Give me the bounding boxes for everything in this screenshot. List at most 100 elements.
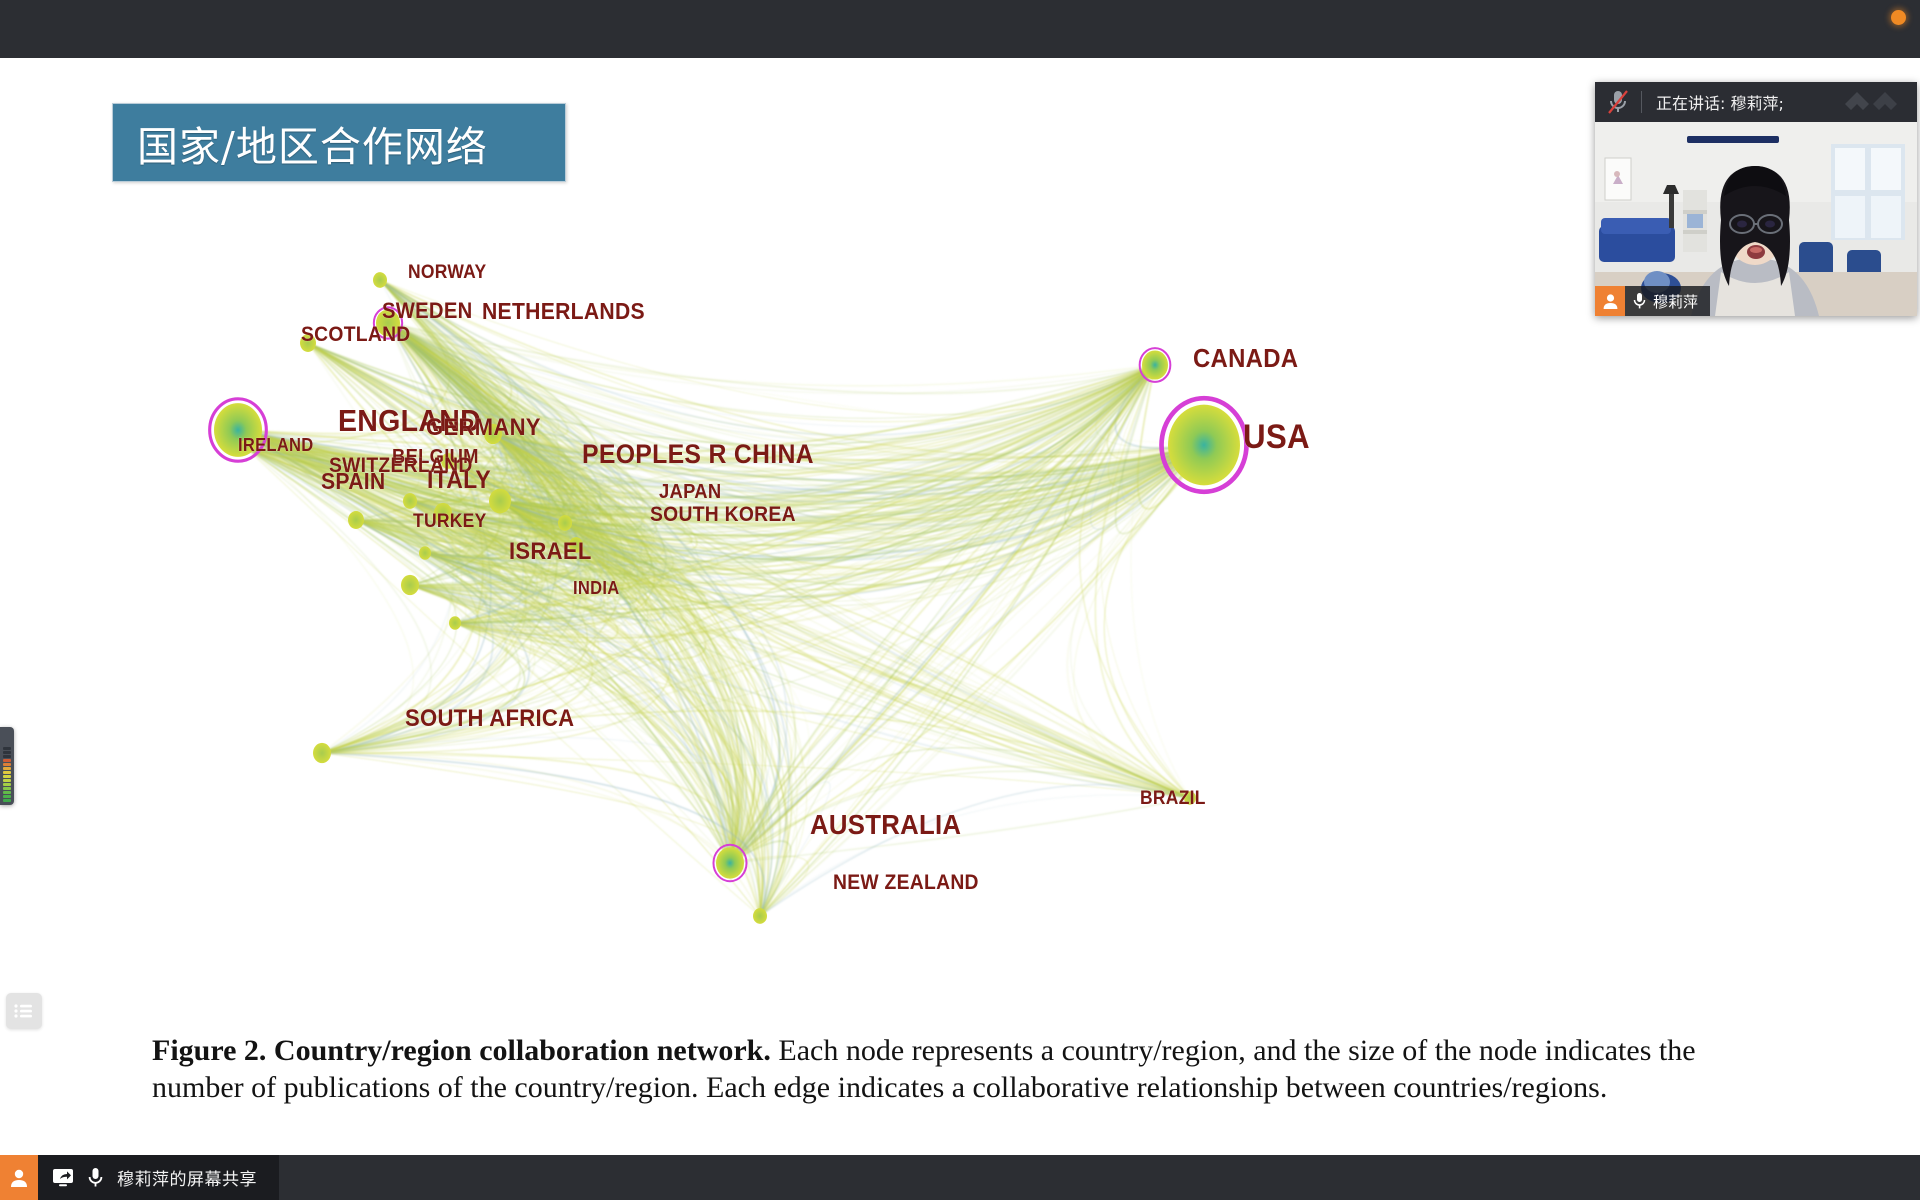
node-circle bbox=[401, 574, 419, 596]
network-node[interactable] bbox=[484, 423, 502, 445]
network-node[interactable] bbox=[403, 493, 417, 509]
node-circle bbox=[300, 334, 316, 352]
network-edge bbox=[729, 765, 1191, 864]
figure-caption: Figure 2. Country/region collaboration n… bbox=[152, 1033, 1752, 1106]
network-edge bbox=[244, 446, 731, 864]
network-edge bbox=[564, 522, 808, 917]
network-node[interactable] bbox=[239, 440, 251, 454]
network-edge bbox=[424, 364, 1156, 554]
microphone-muted-icon[interactable] bbox=[1595, 89, 1641, 115]
caption-body: Each node represents a country/region, a… bbox=[152, 1034, 1696, 1104]
network-edge bbox=[759, 364, 1156, 917]
network-edge bbox=[729, 840, 792, 917]
network-edge bbox=[321, 364, 1156, 754]
network-edge bbox=[1066, 444, 1205, 799]
network-node[interactable] bbox=[419, 546, 431, 560]
node-label: SWITZERLAND bbox=[329, 454, 473, 477]
network-edge bbox=[729, 747, 1191, 864]
network-node[interactable] bbox=[373, 272, 387, 288]
node-highlight-ring bbox=[208, 397, 268, 463]
network-edge bbox=[499, 444, 1205, 522]
network-node[interactable] bbox=[313, 742, 331, 764]
network-edge bbox=[409, 444, 1205, 586]
audio-meter-segment bbox=[3, 771, 11, 774]
network-edge bbox=[499, 364, 1156, 519]
person-glyph bbox=[11, 1169, 27, 1187]
list-icon-button[interactable] bbox=[6, 993, 42, 1029]
network-node[interactable] bbox=[558, 515, 572, 531]
network-edge bbox=[759, 794, 1191, 917]
network-edge bbox=[321, 364, 1156, 754]
network-node[interactable] bbox=[441, 453, 455, 469]
network-node[interactable] bbox=[489, 488, 511, 514]
network-node[interactable] bbox=[401, 574, 419, 596]
network-node[interactable] bbox=[300, 334, 316, 352]
network-edge bbox=[321, 752, 761, 917]
audio-meter-segment bbox=[3, 751, 11, 754]
network-edge bbox=[321, 364, 1156, 754]
microphone-glyph bbox=[1633, 293, 1646, 309]
network-edge bbox=[409, 500, 1191, 799]
node-circle bbox=[489, 488, 511, 514]
node-circle bbox=[484, 423, 502, 445]
node-label: AUSTRALIA bbox=[810, 809, 962, 840]
node-circle bbox=[569, 537, 583, 553]
network-edge bbox=[321, 752, 1191, 799]
network-edge bbox=[575, 544, 742, 864]
network-node[interactable] bbox=[1159, 395, 1249, 495]
network-edge bbox=[379, 279, 1205, 458]
network-node[interactable] bbox=[1138, 347, 1172, 383]
audio-meter-segment bbox=[3, 779, 11, 782]
node-circle bbox=[1168, 404, 1240, 486]
network-edge bbox=[454, 622, 1191, 799]
network-edge bbox=[1094, 364, 1191, 799]
network-edge bbox=[1130, 364, 1191, 799]
node-label: USA bbox=[1243, 418, 1310, 456]
network-edge bbox=[729, 797, 1191, 864]
node-circle bbox=[239, 440, 251, 454]
network-edge bbox=[321, 710, 1191, 799]
node-circle bbox=[376, 309, 400, 337]
participant-video-panel[interactable]: 正在讲话: 穆莉萍; bbox=[1595, 82, 1917, 316]
audio-meter-segment bbox=[3, 759, 11, 762]
network-node[interactable] bbox=[348, 511, 364, 529]
audio-meter-segment bbox=[3, 775, 11, 778]
network-edge bbox=[321, 364, 1156, 754]
node-highlight-ring bbox=[712, 843, 748, 883]
node-circle bbox=[403, 493, 417, 509]
network-node[interactable] bbox=[569, 537, 583, 553]
audio-meter-segment bbox=[3, 787, 11, 790]
network-node[interactable] bbox=[372, 306, 404, 340]
slide-title-banner: 国家/地区合作网络 bbox=[112, 103, 566, 182]
node-label: NETHERLANDS bbox=[482, 298, 645, 324]
node-circle bbox=[434, 502, 452, 524]
node-circle bbox=[419, 546, 431, 560]
network-edge bbox=[492, 364, 1156, 463]
network-node[interactable] bbox=[712, 843, 748, 883]
network-node[interactable] bbox=[449, 616, 461, 630]
network-edge bbox=[729, 444, 1205, 864]
network-edge bbox=[387, 322, 1156, 387]
screen-share-status[interactable]: 穆莉萍的屏幕共享 bbox=[0, 1155, 279, 1200]
network-node[interactable] bbox=[753, 908, 767, 924]
network-edge bbox=[321, 544, 671, 754]
person-icon bbox=[1595, 286, 1625, 316]
network-node[interactable] bbox=[1184, 791, 1196, 805]
network-edge bbox=[575, 444, 1205, 572]
node-label: ENGLAND bbox=[338, 403, 481, 438]
network-edge bbox=[409, 584, 748, 864]
node-circle bbox=[753, 908, 767, 924]
zoom-logo-watermark bbox=[1843, 88, 1909, 119]
node-circle bbox=[1142, 350, 1168, 380]
network-edge bbox=[564, 364, 1156, 528]
network-node[interactable] bbox=[434, 502, 452, 524]
node-circle bbox=[1184, 791, 1196, 805]
node-label: NEW ZEALAND bbox=[833, 871, 979, 894]
network-edge bbox=[244, 364, 1156, 459]
node-label: SPAIN bbox=[321, 468, 386, 494]
list-icon bbox=[14, 1004, 32, 1018]
network-edge bbox=[759, 364, 1156, 917]
network-edge bbox=[424, 552, 1191, 799]
node-circle bbox=[441, 453, 455, 469]
network-edge bbox=[575, 444, 1205, 563]
